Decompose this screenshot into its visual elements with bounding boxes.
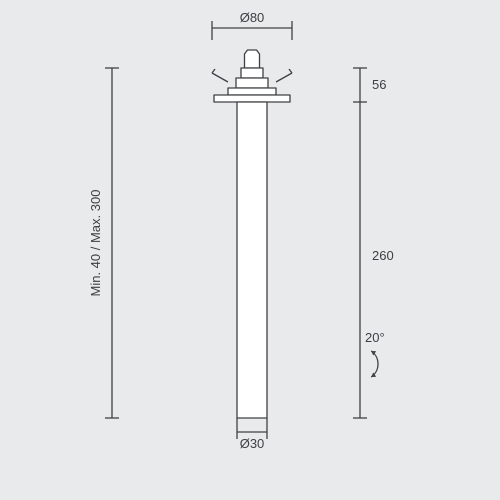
label-top_diam: Ø80 [240,10,265,25]
wing-r2 [289,69,292,73]
label-right_top: 56 [372,77,386,92]
label-bottom_diam: Ø30 [240,436,265,451]
step1 [236,78,268,88]
angle-arc [371,351,378,377]
flange [214,95,290,102]
wing-l2 [212,69,215,73]
wing-r [276,73,292,82]
label-right_mid: 260 [372,248,394,263]
connector [245,50,260,68]
label-angle: 20° [365,330,385,345]
wing-l [212,73,228,82]
tube [237,102,267,418]
step2 [228,88,276,95]
label-left_range: Min. 40 / Max. 300 [88,190,103,297]
ring [241,68,263,78]
